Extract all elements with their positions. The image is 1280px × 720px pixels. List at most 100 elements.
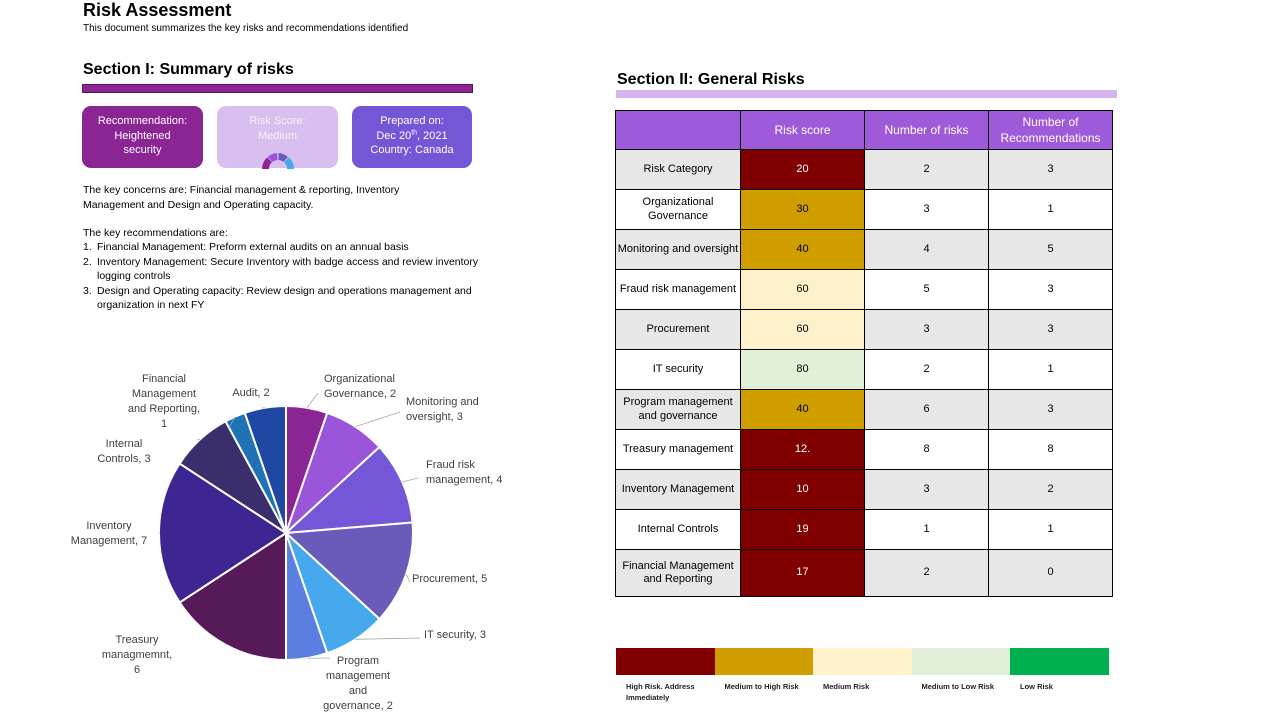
legend-label: Medium to Low Risk <box>921 682 995 691</box>
cell-number-of-recommendations: 2 <box>988 469 1113 510</box>
legend-label: Medium to High Risk <box>724 682 799 691</box>
cell-category: Organizational Governance <box>615 189 741 230</box>
cell-number-of-recommendations: 0 <box>988 549 1113 597</box>
cell-number-of-risks: 8 <box>864 429 989 470</box>
table-header-row: Risk score Number of risks Number of Rec… <box>615 110 1113 150</box>
table-row: Inventory Management 10 3 2 <box>615 469 1113 510</box>
cell-category: Inventory Management <box>615 469 741 510</box>
legend-label: Medium Risk <box>823 682 870 691</box>
cell-number-of-risks: 1 <box>864 509 989 550</box>
legend-label: Low Risk <box>1020 682 1053 691</box>
cell-risk-score: 60 <box>740 269 865 310</box>
cell-number-of-recommendations: 1 <box>988 509 1113 550</box>
legend-label: High Risk. Address Immediately <box>626 682 695 702</box>
pie-label: Treasury managmemnt, 6 <box>102 634 172 676</box>
recommendation-value-line1: Heightened <box>114 129 171 142</box>
risk-score-label: Risk Score: <box>249 115 306 127</box>
table-row: Fraud risk management 60 5 3 <box>615 269 1113 310</box>
pie-label: Program management and governance, 2 <box>323 655 393 712</box>
cell-number-of-recommendations: 3 <box>988 269 1113 310</box>
pie-label: Audit, 2 <box>232 387 269 399</box>
pie-leader-line <box>355 637 421 640</box>
cell-category: Treasury management <box>615 429 741 470</box>
section2-title: Section II: General Risks <box>617 71 805 88</box>
cell-number-of-risks: 3 <box>864 189 989 230</box>
legend-swatch <box>911 648 1011 675</box>
column-header-number-of-recommendations: Number of Recommendations <box>988 110 1113 150</box>
column-header-category <box>615 110 741 150</box>
cell-category: Monitoring and oversight <box>615 229 741 270</box>
cell-number-of-recommendations: 3 <box>988 309 1113 350</box>
cell-number-of-risks: 5 <box>864 269 989 310</box>
risk-gauge-icon <box>262 153 294 169</box>
cell-number-of-recommendations: 1 <box>988 189 1113 230</box>
recommendations-list: 1. Financial Management: Preform external… <box>83 240 483 313</box>
cell-category: Procurement <box>615 309 741 350</box>
cell-number-of-risks: 3 <box>864 469 989 510</box>
page-title: Risk Assessment <box>83 0 232 20</box>
column-header-number-of-risks: Number of risks <box>864 110 989 150</box>
pie-leader-line <box>355 411 401 428</box>
prepared-label: Prepared on: <box>380 115 444 127</box>
cell-category: Internal Controls <box>615 509 741 550</box>
prepared-card: Prepared on: Dec 20th, 2021 Country: Can… <box>352 106 472 168</box>
cell-category: Program management and governance <box>615 389 741 430</box>
cell-risk-score: 60 <box>740 309 865 350</box>
list-item: 2. Inventory Management: Secure Inventory… <box>83 255 479 283</box>
cell-risk-score: 12. <box>740 429 865 470</box>
legend-swatch <box>1010 648 1109 675</box>
pie-label: Fraud risk management, 4 <box>426 459 502 486</box>
section1-title: Section I: Summary of risks <box>83 61 294 78</box>
table-row: Program management and governance 40 6 3 <box>615 389 1113 430</box>
pie-leader-line <box>228 416 236 429</box>
pie-leader-line <box>224 642 226 645</box>
cell-number-of-risks: 6 <box>864 389 989 430</box>
cell-number-of-recommendations: 3 <box>988 149 1113 190</box>
pie-label: Inventory Management, 7 <box>71 520 147 547</box>
table-row: Organizational Governance 30 3 1 <box>615 189 1113 230</box>
pie-label: IT security, 3 <box>424 629 486 641</box>
column-header-risk-score: Risk score <box>740 110 865 150</box>
cell-category: Financial Management and Reporting <box>615 549 741 597</box>
cell-risk-score: 10 <box>740 469 865 510</box>
list-item: 1. Financial Management: Preform external… <box>83 241 409 253</box>
pie-label: Monitoring and oversight, 3 <box>406 396 479 423</box>
pie-slice <box>283 445 414 535</box>
cell-number-of-recommendations: 1 <box>988 349 1113 390</box>
risk-pie-chart: Organizational Governance, 2 Monitoring an… <box>71 373 503 712</box>
pie-leader-line <box>402 477 419 483</box>
pie-label: Internal Controls, 3 <box>97 438 150 465</box>
risk-score-card: Risk Score: Medium <box>217 106 338 168</box>
recommendations-intro: The key recommendations are: <box>83 227 228 239</box>
page-subtitle: This document summarizes the key risks a… <box>83 23 409 34</box>
cell-number-of-recommendations: 8 <box>988 429 1113 470</box>
recommendation-card: Recommendation: Heightened security <box>82 106 203 168</box>
risk-score-value: Medium <box>257 129 298 142</box>
pie-label: Organizational Governance, 2 <box>324 373 396 400</box>
section2-divider <box>616 90 1117 98</box>
legend-swatch <box>714 648 814 675</box>
legend-swatch <box>616 648 715 675</box>
prepared-country: Country: Canada <box>370 144 454 156</box>
cell-number-of-risks: 4 <box>864 229 989 270</box>
cell-risk-score: 40 <box>740 389 865 430</box>
pie-leader-line <box>405 574 411 583</box>
cell-risk-score: 17 <box>740 549 865 597</box>
cell-category: Fraud risk management <box>615 269 741 310</box>
key-concerns-text: The key concerns are: Financial manageme… <box>83 184 400 211</box>
pie-slice <box>243 404 287 534</box>
cell-number-of-risks: 3 <box>864 309 989 350</box>
recommendation-label: Recommendation: <box>97 115 188 127</box>
cell-category: Risk Category <box>615 149 741 190</box>
table-row: Risk Category 20 2 3 <box>615 149 1113 190</box>
table-row: Procurement 60 3 3 <box>615 309 1113 350</box>
cell-number-of-recommendations: 5 <box>988 229 1113 270</box>
cell-risk-score: 40 <box>740 229 865 270</box>
cell-risk-score: 80 <box>740 349 865 390</box>
cell-number-of-recommendations: 3 <box>988 389 1113 430</box>
section1-divider <box>82 84 473 93</box>
cell-risk-score: 19 <box>740 509 865 550</box>
cell-risk-score: 20 <box>740 149 865 190</box>
table-row: Monitoring and oversight 40 4 5 <box>615 229 1113 270</box>
table-row: IT security 80 2 1 <box>615 349 1113 390</box>
